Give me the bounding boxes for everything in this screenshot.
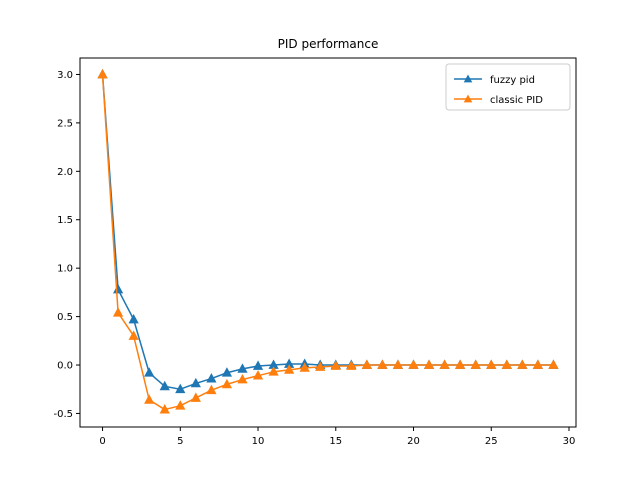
data-point [252,360,264,370]
data-point [97,68,108,79]
data-point [299,362,310,372]
y-tick-label: 0.0 [57,361,73,372]
data-point [206,373,217,383]
x-tick-label: 10 [252,436,265,447]
legend-label: fuzzy pid [490,75,535,86]
y-tick-label: -0.5 [53,409,73,420]
data-point [408,359,419,369]
data-point [423,359,435,369]
data-point [159,404,170,414]
x-tick-label: 15 [329,436,342,447]
legend: fuzzy pid classic PID [445,63,571,111]
data-point [315,361,326,371]
y-tick-label: 1.5 [57,215,73,226]
data-point [175,383,186,394]
data-point [206,384,217,395]
series-layer [97,68,559,414]
legend-swatch-marker [463,74,473,83]
x-tick-label: 0 [99,436,105,447]
data-point [144,394,155,404]
data-point [439,359,450,369]
legend-label: classic PID [490,95,543,106]
data-point [144,367,155,377]
data-point [175,400,186,410]
data-point [532,359,544,369]
data-point [455,359,466,369]
x-tick-label: 20 [407,436,420,447]
data-point [284,364,295,374]
axes: 0 5 10 15 20 25 30 -0.5 0.0 0.5 1.0 1.5 2.0 2.5 3.0 [53,70,575,447]
x-tick-label: 30 [563,436,576,447]
y-tick-label: 0.5 [57,312,73,323]
data-point [112,307,124,317]
data-point [128,330,139,340]
x-tick-label: 5 [177,436,183,447]
data-point [190,392,201,402]
data-point [501,359,512,369]
data-point [486,359,497,369]
data-point [377,359,388,369]
data-point [361,359,372,369]
legend-swatch-marker [463,94,473,103]
x-tick-label: 25 [485,436,498,447]
data-point [190,377,201,388]
data-point [252,370,264,380]
data-point [330,360,341,370]
data-point [221,367,233,377]
data-point [470,359,481,369]
y-tick-label: 1.0 [57,264,73,275]
series-classic-pid [97,68,559,414]
data-point [517,359,528,369]
plot-frame [79,57,577,428]
data-point [237,363,248,373]
y-tick-label: 2.5 [57,118,73,129]
chart-title: PID performance [278,37,379,51]
data-point [268,366,279,376]
y-tick-label: 3.0 [57,70,73,81]
data-point [392,359,404,369]
data-point [128,313,139,324]
data-point [237,373,248,384]
data-point [221,378,233,389]
data-point [159,380,170,391]
y-tick-label: 2.0 [57,167,73,178]
data-point [548,359,559,369]
data-point [346,360,357,370]
